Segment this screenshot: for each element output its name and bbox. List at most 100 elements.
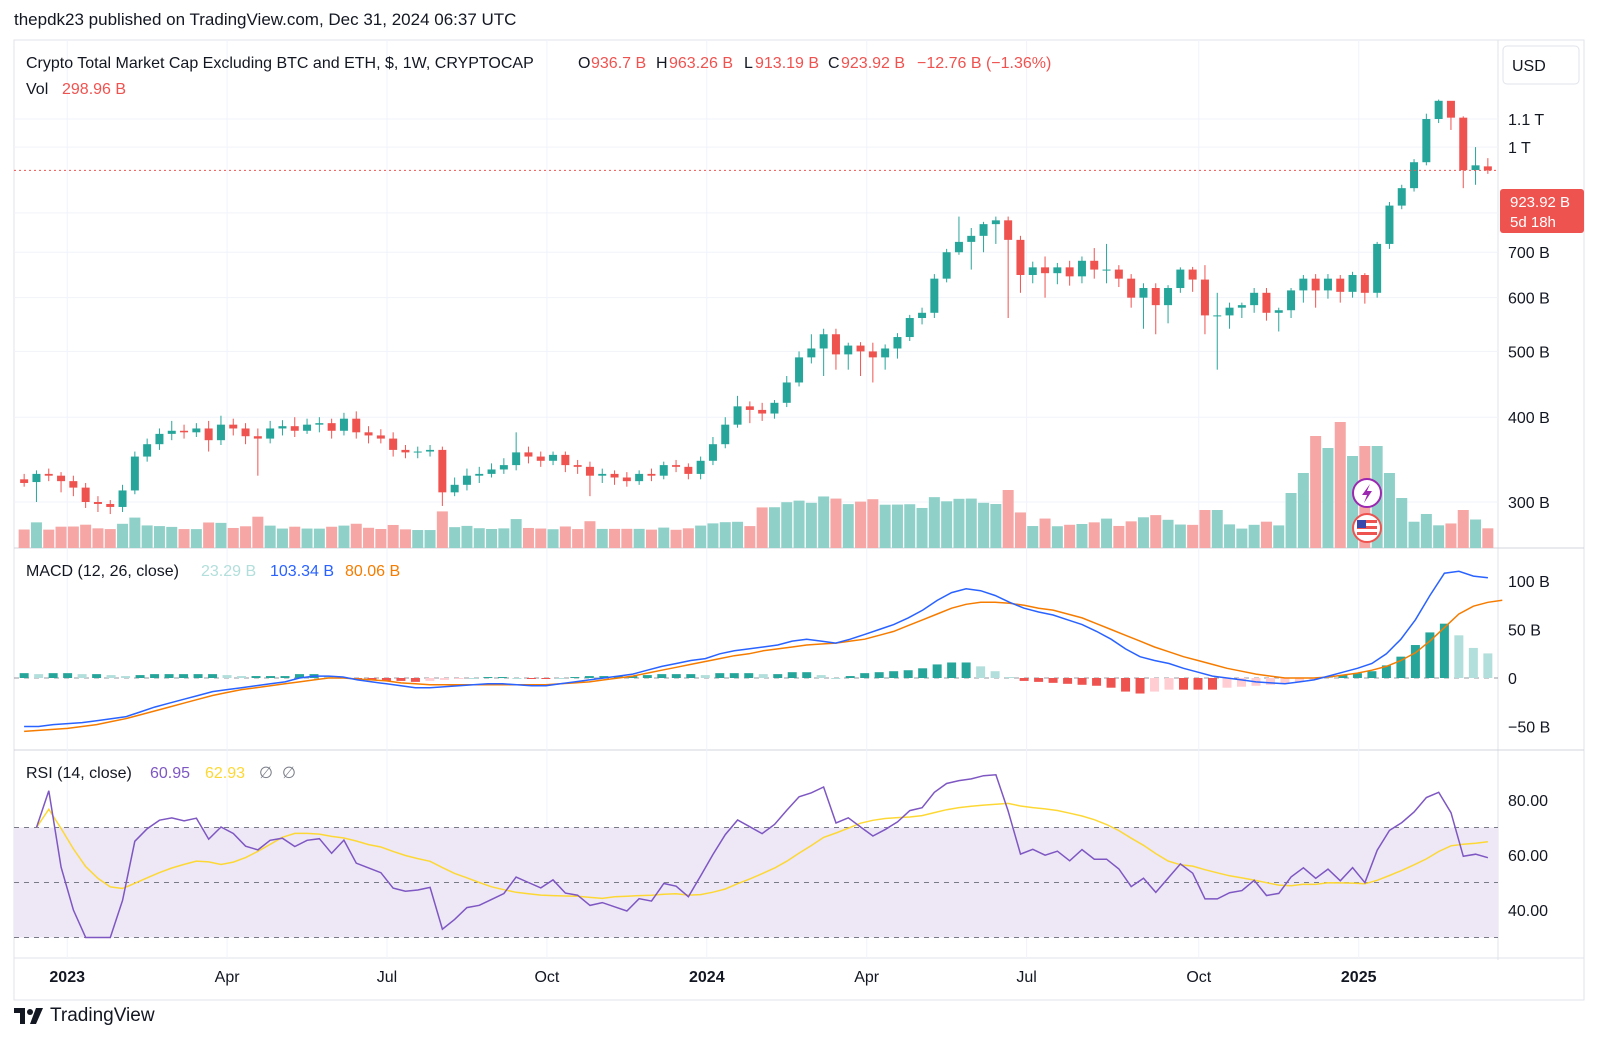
volume-bar-108: [1347, 456, 1359, 548]
volume-bar-119: [1482, 528, 1494, 548]
candle-body-6: [93, 502, 102, 504]
volume-label: Vol: [26, 81, 48, 98]
volume-bar-42: [535, 528, 547, 548]
volume-bar-58: [732, 521, 744, 548]
macd-hist-bar-45: [671, 674, 681, 678]
macd-hist-bar-53: [787, 672, 797, 678]
macd-hist-bar-17: [266, 676, 276, 678]
volume-bar-60: [756, 507, 768, 548]
volume-bar-106: [1322, 448, 1334, 548]
volume-bar-20: [264, 525, 276, 548]
candle-body-73: [918, 312, 927, 319]
macd-hist-bar-84: [1236, 678, 1246, 687]
price-tick-2: 500 B: [1508, 344, 1550, 361]
macd-hist-bar-50: [744, 673, 754, 678]
candle-body-59: [745, 406, 754, 410]
close-label: C: [828, 55, 840, 72]
macd-hist-bar-98: [1439, 623, 1449, 678]
high-value: 963.26 B: [669, 55, 733, 72]
candle-body-44: [561, 454, 570, 466]
candle-body-13: [180, 430, 189, 433]
macd-hist-bar-18: [280, 676, 290, 678]
macd-hist-bar-21: [323, 676, 333, 678]
candle-body-20: [266, 428, 275, 439]
candle-body-90: [1127, 278, 1136, 298]
candle-body-99: [1237, 305, 1246, 308]
macd-signal-line: [24, 599, 1503, 733]
candle-body-35: [450, 484, 459, 493]
time-tick-6: Jul: [1016, 969, 1036, 986]
macd-hist-bar-89: [1309, 678, 1319, 680]
macd-signal-value: 80.06 B: [345, 563, 400, 580]
open-label: O: [578, 55, 590, 72]
candle-body-76: [954, 241, 963, 253]
volume-bar-111: [1383, 473, 1395, 548]
macd-hist-bar-79: [1164, 678, 1174, 690]
candle-body-41: [524, 452, 533, 457]
macd-hist-bar-75: [1106, 678, 1116, 688]
macd-line-value: 103.34 B: [270, 563, 334, 580]
volume-bar-21: [276, 528, 288, 548]
volume-bar-37: [473, 528, 485, 548]
volume-bar-77: [965, 498, 977, 548]
candle-body-1: [32, 473, 41, 483]
candle-body-48: [610, 473, 619, 478]
rsi-pane: [14, 774, 1498, 939]
us-flag-event-icon[interactable]: [1352, 513, 1382, 543]
volume-bar-18: [240, 526, 252, 548]
candle-body-39: [499, 465, 508, 470]
volume-bar-65: [818, 496, 830, 548]
candle-body-102: [1274, 310, 1283, 313]
volume-bar-115: [1433, 525, 1445, 548]
candle-body-89: [1114, 269, 1123, 279]
volume-bar-28: [363, 527, 375, 548]
macd-hist-bar-66: [976, 666, 986, 678]
candle-body-65: [819, 334, 828, 349]
candle-body-82: [1028, 267, 1037, 275]
macd-hist-bar-87: [1280, 678, 1290, 684]
macd-hist-bar-37: [555, 678, 565, 679]
macd-hist-bar-29: [439, 678, 449, 680]
candle-body-17: [229, 424, 238, 429]
macd-hist-bar-94: [1381, 665, 1391, 678]
volume-bar-12: [166, 526, 178, 548]
volume-bar-96: [1199, 510, 1211, 548]
macd-hist-bar-69: [1019, 678, 1029, 681]
rsi-ma-line: [35, 802, 1488, 900]
rsi-title: RSI (14, close): [26, 765, 132, 782]
macd-hist-bar-3: [63, 673, 73, 678]
tradingview-logo[interactable]: TradingView: [14, 1005, 155, 1027]
volume-bar-49: [621, 528, 633, 548]
volume-bar-114: [1420, 513, 1432, 548]
price-tick-0: 300 B: [1508, 495, 1550, 512]
macd-hist-bar-19: [294, 674, 304, 678]
price-tick-7: 1.1 T: [1508, 112, 1544, 129]
macd-hist-bar-26: [396, 678, 406, 681]
macd-tick-2: 0: [1508, 671, 1517, 688]
macd-hist-bar-32: [483, 677, 493, 679]
lightning-event-icon[interactable]: [1352, 478, 1382, 508]
volume-bar-27: [350, 523, 362, 548]
macd-hist-bar-59: [874, 672, 884, 678]
candle-body-57: [721, 424, 730, 445]
volume-bar-0: [18, 529, 30, 548]
currency-button[interactable]: USD: [1502, 45, 1580, 85]
candle-body-85: [1065, 267, 1074, 277]
candle-body-3: [57, 475, 66, 482]
candle-body-23: [303, 424, 312, 431]
macd-hist-bar-70: [1034, 678, 1044, 682]
macd-hist-bar-56: [831, 678, 841, 679]
candle-body-83: [1041, 267, 1050, 274]
candle-body-95: [1188, 269, 1197, 280]
volume-bar-2: [43, 529, 55, 548]
macd-hist-bar-88: [1294, 678, 1304, 682]
macd-line: [24, 570, 1488, 728]
candle-body-18: [241, 428, 250, 437]
volume-bar-34: [436, 511, 448, 548]
candle-body-37: [475, 473, 484, 476]
candle-body-74: [930, 278, 939, 313]
macd-pane: [14, 570, 1503, 733]
volume-bar-35: [449, 527, 461, 548]
candle-body-40: [512, 452, 521, 466]
